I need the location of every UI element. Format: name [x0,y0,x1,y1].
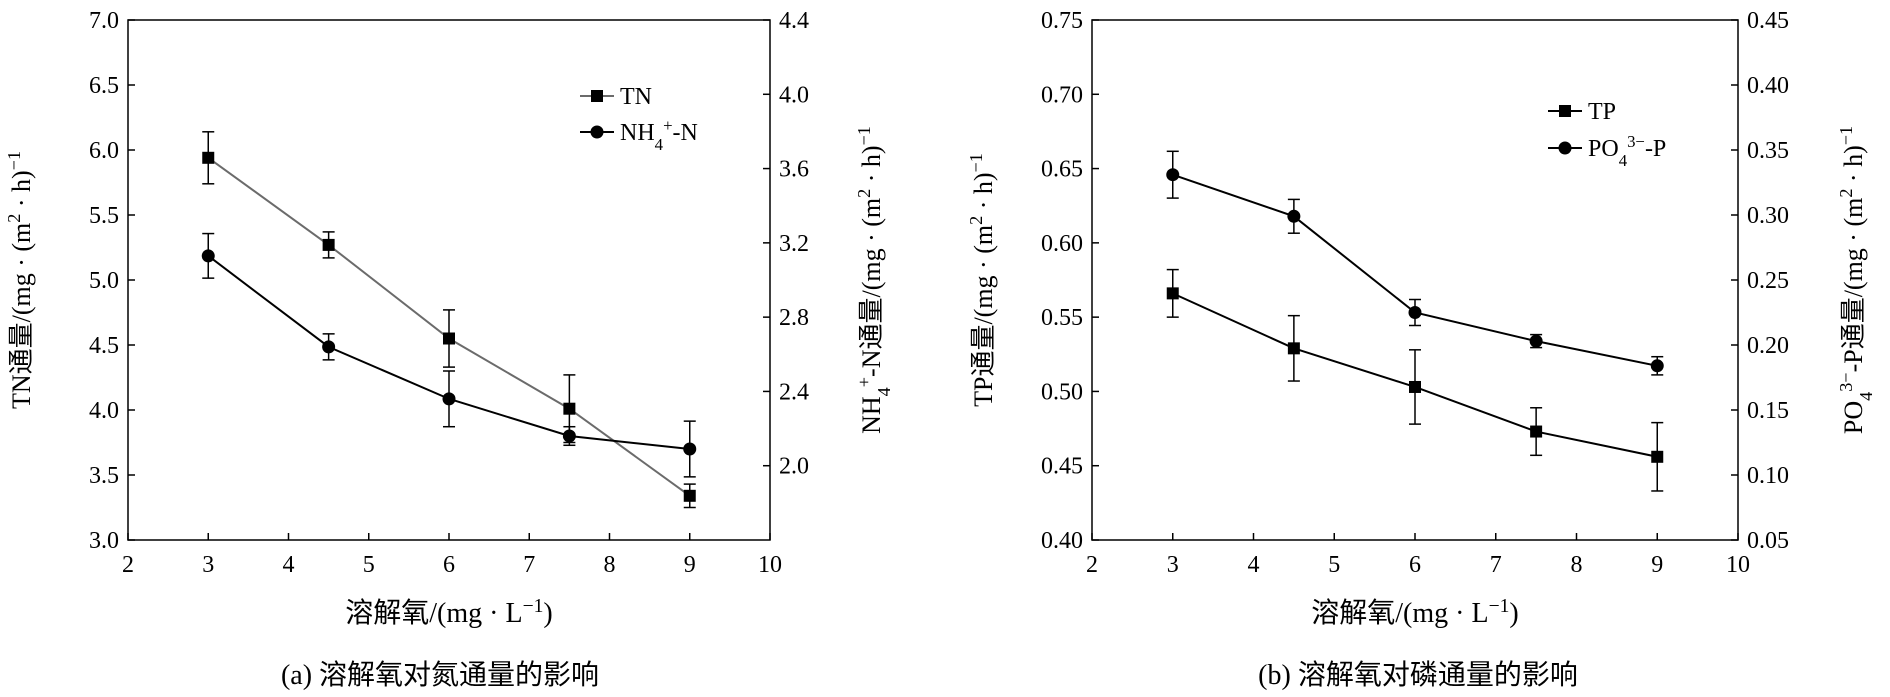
x-tick-label: 4 [1248,552,1260,578]
data-point-square [1409,380,1421,393]
data-point-circle [201,249,215,263]
y-right-tick-label: 0.35 [1747,138,1789,164]
data-point-square [1287,342,1300,355]
y-right-tick-label: 4.4 [779,8,809,34]
x-tick-label: 9 [1651,552,1663,578]
y-right-tick-label: 4.0 [779,82,809,108]
data-point-square [443,332,455,345]
data-point-circle [562,429,576,443]
y-right-tick-label: 2.0 [779,454,809,480]
plot-frame [127,19,771,541]
y-axis-label-left: TP通量/(mg · (m2 · h)−1 [966,153,998,407]
chart-panel-b: 2 3 4 5 6 7 8 9 10 0.40 0.45 0.50 0.55 0.60 0.65 0.70 0.… [966,8,1876,691]
x-axis-label: 溶解氧/(mg · L−1) [345,596,553,630]
legend-marker-circle [590,125,604,139]
y-right-tick-label: 0.40 [1747,73,1789,99]
legend-label: NH4+-N [620,116,698,154]
x-tick-label: 6 [1409,552,1421,578]
chart-panel-a: 2 3 4 5 6 7 8 9 10 3.0 3.5 4.0 4.5 5.0 5.5 6.0 6.5 7.0 2.0… [4,8,894,691]
x-tick-label: 5 [363,552,375,578]
data-point-square [322,238,335,251]
y-left-tick-label: 0.50 [1041,379,1083,405]
x-tick-label: 8 [604,552,616,578]
data-point-circle [1287,209,1301,223]
y-left-tick-label: 3.0 [89,528,119,554]
data-point-circle [442,392,456,406]
plot-frame [1091,19,1739,541]
y-left-tick-label: 0.45 [1041,454,1083,480]
legend-marker-circle [1558,141,1572,155]
y-left-tick-label: 0.55 [1041,305,1083,331]
data-point-circle [1166,168,1180,182]
legend-marker-square [591,90,603,102]
data-point-square [1651,450,1664,463]
data-point-square [202,151,215,164]
figure-caption: (b) 溶解氧对磷通量的影响 [1258,659,1578,691]
y-left-tick-label: 0.75 [1041,8,1083,34]
y-right-tick-label: 2.8 [779,305,809,331]
y-axis-label-right: NH4+-N通量/(mg · (m2 · h)−1 [854,126,894,434]
y-left-tick-label: 4.5 [89,333,119,359]
y-left-tick-label: 0.60 [1041,231,1083,257]
y-right-tick-label: 0.10 [1747,463,1789,489]
y-right-tick-label: 3.2 [779,231,809,257]
y-right-tick-label: 0.20 [1747,333,1789,359]
y-right-tick-label: 2.4 [779,379,809,405]
y-left-tick-label: 0.70 [1041,82,1083,108]
y-left-tick-label: 7.0 [89,8,119,34]
legend-label: PO43−-P [1588,132,1666,170]
y-axis-label-right: PO43−-P通量/(mg · (m2 · h)−1 [1836,126,1876,434]
data-point-circle [1408,306,1422,319]
y-left-tick-label: 3.5 [89,463,119,489]
y-right-tick-label: 0.05 [1747,528,1789,554]
legend-label: TP [1588,99,1616,125]
data-point-circle [1529,334,1543,348]
x-tick-label: 3 [202,552,214,578]
y-left-tick-label: 5.0 [89,268,119,294]
series-line [1172,173,1658,367]
legend-marker-square [1559,105,1571,117]
x-tick-label: 2 [1086,552,1098,578]
y-left-tick-label: 5.5 [89,203,119,229]
x-tick-label: 10 [758,552,782,578]
y-right-tick-label: 0.45 [1747,8,1789,34]
x-tick-label: 2 [122,552,134,578]
x-tick-label: 8 [1571,552,1583,578]
data-point-circle [683,442,697,456]
legend-label: TN [620,84,652,110]
figure-caption: (a) 溶解氧对氮通量的影响 [281,659,599,691]
y-right-tick-label: 0.30 [1747,203,1789,229]
x-tick-label: 10 [1726,552,1750,578]
data-point-square [563,402,576,415]
x-tick-label: 6 [443,552,455,578]
data-point-square [1166,287,1179,300]
y-left-tick-label: 6.5 [89,73,119,99]
x-tick-label: 7 [523,552,535,578]
y-left-tick-label: 0.40 [1041,528,1083,554]
x-tick-label: 9 [684,552,696,578]
data-point-circle [322,340,336,354]
x-tick-label: 7 [1490,552,1502,578]
y-right-tick-label: 0.25 [1747,268,1789,294]
data-point-square [683,489,696,502]
x-tick-label: 5 [1328,552,1340,578]
x-tick-label: 4 [283,552,295,578]
data-point-square [1530,425,1543,438]
data-point-circle [1650,359,1664,373]
x-tick-label: 3 [1167,552,1179,578]
y-axis-label-left: TN通量/(mg · (m2 · h)−1 [4,151,36,409]
y-right-tick-label: 0.15 [1747,398,1789,424]
y-left-tick-label: 0.65 [1041,157,1083,183]
y-left-tick-label: 4.0 [89,398,119,424]
x-axis-label: 溶解氧/(mg · L−1) [1311,596,1519,630]
y-left-tick-label: 6.0 [89,138,119,164]
y-right-tick-label: 3.6 [779,157,809,183]
